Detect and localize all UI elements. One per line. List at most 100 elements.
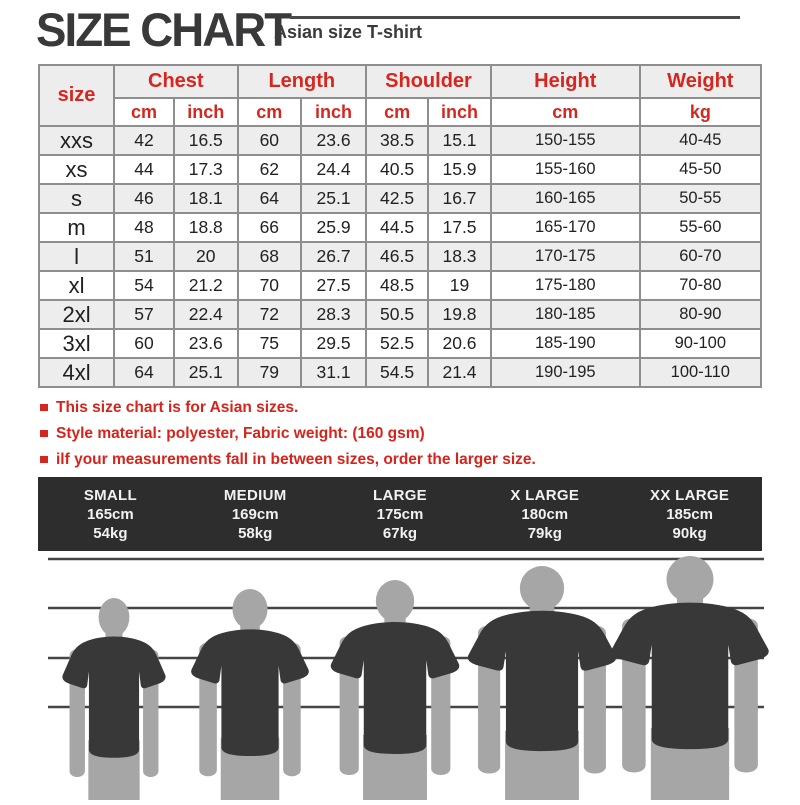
cell: 22.4 — [173, 299, 239, 330]
height-range-cell: 190-195 — [489, 357, 641, 388]
weight-range-cell: 100-110 — [638, 357, 763, 388]
cell: 70 — [236, 270, 303, 301]
unit-cell: cm — [236, 97, 303, 127]
size-value: 3xl — [37, 328, 116, 359]
unit-cell: inch — [173, 97, 239, 127]
cell: 17.5 — [427, 212, 492, 243]
height-range-cell: 160-165 — [489, 183, 641, 214]
banner-weight: 67kg — [382, 524, 418, 542]
cell: 31.1 — [300, 357, 368, 388]
weight-range-cell: 70-80 — [638, 270, 763, 301]
size-value: xs — [37, 154, 116, 185]
banner-item-medium: MEDIUM 169cm 58kg — [183, 486, 328, 543]
cell: 42.5 — [365, 183, 430, 214]
page-title: SIZE CHART — [36, 3, 292, 56]
cell: 29.5 — [300, 328, 368, 359]
table-row: xs 44 17.3 62 24.4 40.5 15.9 155-160 45-… — [37, 154, 763, 185]
bullet-square-icon — [40, 456, 48, 463]
cell: 24.4 — [300, 154, 368, 185]
unit-cell: cm — [489, 97, 641, 127]
lineup-figure-large — [330, 580, 460, 805]
bullet-square-icon — [40, 404, 48, 411]
cell: 38.5 — [365, 125, 430, 156]
note-item: ilf your measurements fall in between si… — [40, 451, 536, 468]
weight-header: Weight — [638, 64, 763, 99]
table-group-header-row: size Chest Length Shoulder Height Weight — [37, 64, 763, 127]
height-range-cell: 185-190 — [489, 328, 641, 359]
cell: 25.1 — [300, 183, 368, 214]
cell: 21.4 — [427, 357, 492, 388]
banner-height: 165cm — [87, 505, 134, 523]
cell: 26.7 — [300, 241, 368, 272]
cell: 54.5 — [365, 357, 430, 388]
height-header: Height — [489, 64, 641, 99]
size-value: 2xl — [37, 299, 116, 330]
notes-list: This size chart is for Asian sizes. Styl… — [40, 399, 536, 477]
cell: 40.5 — [365, 154, 430, 185]
height-range-cell: 180-185 — [489, 299, 641, 330]
table-row: xl 54 21.2 70 27.5 48.5 19 175-180 70-80 — [37, 270, 763, 301]
banner-item-small: SMALL 165cm 54kg — [38, 486, 183, 543]
banner-height: 169cm — [231, 505, 279, 523]
banner-size-label: LARGE — [372, 486, 427, 504]
table-row: 4xl 64 25.1 79 31.1 54.5 21.4 190-195 10… — [37, 357, 763, 388]
length-header: Length — [236, 64, 368, 99]
weight-range-cell: 55-60 — [638, 212, 763, 243]
cell: 16.7 — [427, 183, 492, 214]
cell: 44.5 — [365, 212, 430, 243]
banner-weight: 58kg — [238, 524, 273, 542]
cell: 16.5 — [173, 125, 239, 156]
cell: 20.6 — [427, 328, 492, 359]
lineup-figure-small — [62, 598, 166, 805]
cell: 64 — [113, 357, 175, 388]
title-underline — [290, 16, 740, 19]
height-range-cell: 175-180 — [489, 270, 641, 301]
banner-weight: 90kg — [672, 524, 707, 542]
cell: 60 — [113, 328, 175, 359]
cell: 50.5 — [365, 299, 430, 330]
cell: 42 — [113, 125, 175, 156]
size-value: l — [37, 241, 116, 272]
lineup-figure-xx-large — [611, 556, 769, 805]
banner-height: 185cm — [666, 505, 713, 523]
cell: 75 — [236, 328, 303, 359]
height-lineup-illustration — [0, 553, 800, 805]
unit-cell: cm — [113, 97, 175, 127]
cell: 48 — [113, 212, 175, 243]
height-range-cell: 165-170 — [489, 212, 641, 243]
unit-cell: cm — [365, 97, 430, 127]
cell: 66 — [236, 212, 303, 243]
banner-size-label: SMALL — [83, 486, 137, 504]
table-row: s 46 18.1 64 25.1 42.5 16.7 160-165 50-5… — [37, 183, 763, 214]
table-row: m 48 18.8 66 25.9 44.5 17.5 165-170 55-6… — [37, 212, 763, 243]
cell: 64 — [236, 183, 303, 214]
banner-height: 175cm — [376, 505, 424, 523]
size-value: s — [37, 183, 116, 214]
lineup-svg — [48, 556, 769, 805]
banner-height: 180cm — [521, 505, 569, 523]
subtitle-block: Asian size T-shirt — [274, 16, 752, 43]
cell: 15.1 — [427, 125, 492, 156]
cell: 19 — [427, 270, 492, 301]
cell: 60 — [236, 125, 303, 156]
unit-cell: kg — [638, 97, 763, 127]
cell: 44 — [113, 154, 175, 185]
banner-item-xx-large: XX LARGE 185cm 90kg — [617, 486, 762, 543]
table-row: l 51 20 68 26.7 46.5 18.3 170-175 60-70 — [37, 241, 763, 272]
weight-range-cell: 45-50 — [638, 154, 763, 185]
size-value: m — [37, 212, 116, 243]
unit-cell: inch — [427, 97, 492, 127]
note-item: Style material: polyester, Fabric weight… — [40, 425, 536, 442]
banner-weight: 54kg — [93, 524, 128, 542]
weight-range-cell: 40-45 — [638, 125, 763, 156]
banner-size-label: XX LARGE — [650, 486, 730, 504]
table-unit-header-row: cm inch cm inch cm inch cm kg — [39, 97, 763, 127]
note-text: ilf your measurements fall in between si… — [56, 451, 536, 468]
banner-item-large: LARGE 175cm 67kg — [328, 486, 473, 543]
cell: 62 — [236, 154, 303, 185]
cell: 54 — [113, 270, 175, 301]
weight-range-cell: 80-90 — [638, 299, 763, 330]
note-text: Style material: polyester, Fabric weight… — [56, 425, 425, 442]
cell: 18.3 — [427, 241, 492, 272]
banner-weight: 79kg — [527, 524, 562, 542]
